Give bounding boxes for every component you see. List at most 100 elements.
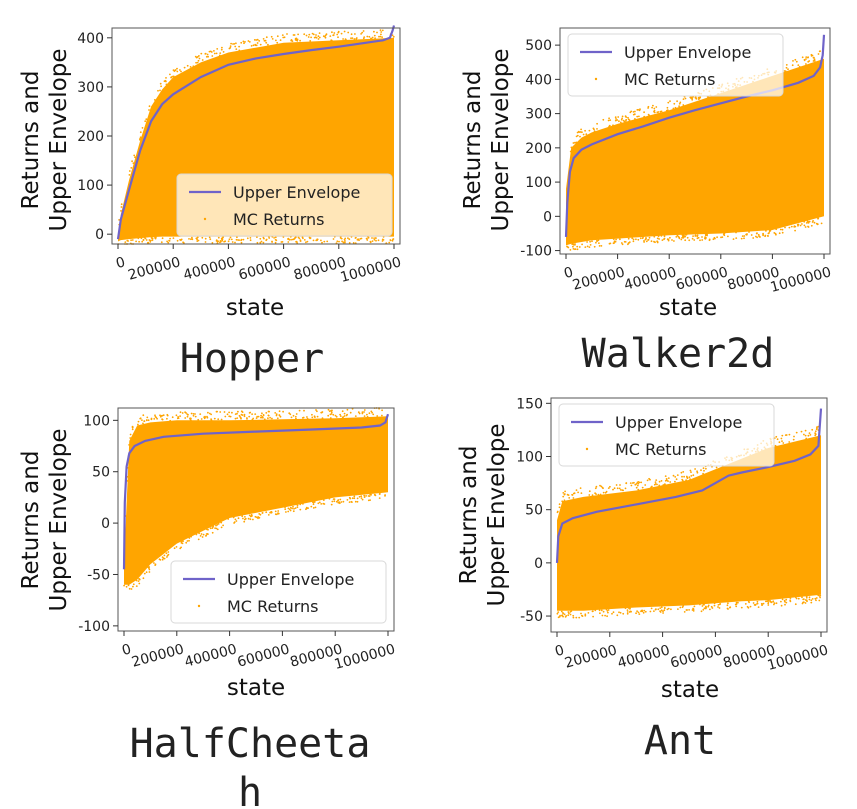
mc-return-point <box>183 66 186 69</box>
mc-return-point <box>789 597 792 599</box>
mc-return-point <box>228 238 231 241</box>
mc-return-point <box>658 238 660 240</box>
mc-return-point <box>663 607 666 610</box>
mc-return-point <box>381 409 383 412</box>
mc-return-point <box>803 224 806 227</box>
mc-return-point <box>663 238 665 241</box>
mc-return-point <box>287 507 290 510</box>
mc-return-point <box>226 413 229 416</box>
mc-return-point <box>298 409 301 412</box>
mc-return-point <box>142 414 145 417</box>
mc-return-point <box>784 226 786 229</box>
mc-return-point <box>706 234 708 237</box>
mc-return-point <box>198 57 201 60</box>
mc-return-point <box>657 235 660 238</box>
mc-return-point <box>658 480 661 483</box>
mc-return-point <box>649 610 652 613</box>
mc-return-point <box>131 239 134 241</box>
mc-return-point <box>363 494 366 497</box>
mc-return-point <box>290 238 292 241</box>
y-axis-label-line: Upper Envelope <box>484 423 510 606</box>
mc-return-point <box>166 417 168 420</box>
mc-return-point <box>329 417 332 419</box>
mc-return-point <box>676 234 679 237</box>
mc-return-point <box>358 239 360 242</box>
mc-return-point <box>666 238 669 241</box>
mc-return-point <box>643 241 645 243</box>
mc-return-point <box>367 236 370 239</box>
mc-return-point <box>654 481 657 483</box>
mc-return-point <box>131 428 134 431</box>
mc-return-point <box>286 33 288 35</box>
mc-return-point <box>352 242 355 244</box>
y-axis-label-line: Returns and <box>18 71 44 210</box>
mc-return-point <box>341 240 343 243</box>
mc-return-point <box>381 414 383 417</box>
mc-return-point <box>701 605 704 607</box>
y-tick-label: 500 <box>525 38 552 54</box>
y-tick-label: 400 <box>525 72 552 88</box>
x-tick-label: 0 <box>553 642 566 660</box>
y-axis-label-line: Upper Envelope <box>46 48 72 231</box>
y-tick-label: 100 <box>525 175 552 191</box>
mc-return-point <box>235 520 238 522</box>
legend-box <box>558 403 775 467</box>
mc-return-point <box>298 237 301 240</box>
mc-return-point <box>159 414 161 417</box>
mc-return-point <box>371 36 374 39</box>
mc-return-point <box>344 240 346 242</box>
mc-return-point <box>349 411 352 414</box>
mc-return-point <box>727 602 729 605</box>
mc-return-point <box>132 162 135 165</box>
y-tick-label: 50 <box>525 503 543 519</box>
mc-return-point <box>163 557 166 560</box>
mc-return-point <box>783 70 786 72</box>
mc-return-point <box>776 438 779 441</box>
mc-return-point <box>124 241 127 244</box>
mc-return-point <box>345 414 348 417</box>
mc-return-point <box>795 431 798 434</box>
mc-return-point <box>671 239 673 241</box>
legend-returns-label: MC Returns <box>233 210 325 229</box>
mc-return-point <box>338 501 341 503</box>
mc-return-point <box>127 240 129 242</box>
mc-return-point <box>622 612 625 615</box>
mc-return-point <box>630 484 633 487</box>
mc-return-point <box>221 238 223 241</box>
mc-return-point <box>204 52 207 55</box>
mc-return-point <box>341 410 344 413</box>
mc-return-point <box>576 134 579 137</box>
mc-return-point <box>271 38 274 40</box>
mc-return-point <box>343 30 346 33</box>
mc-return-point <box>627 237 630 240</box>
mc-return-point <box>196 61 199 64</box>
y-tick-label: 100 <box>77 178 104 194</box>
mc-return-point <box>322 502 325 505</box>
mc-return-point <box>229 45 232 47</box>
mc-return-point <box>378 493 381 495</box>
mc-return-point <box>667 101 670 104</box>
mc-return-point <box>355 37 358 39</box>
mc-return-point <box>205 535 207 537</box>
mc-return-point <box>180 546 183 549</box>
mc-return-point <box>374 37 376 40</box>
mc-return-point <box>240 413 243 416</box>
mc-return-point <box>572 614 575 617</box>
mc-return-point <box>336 33 339 36</box>
legend-returns-swatch <box>197 604 201 608</box>
mc-return-point <box>276 35 279 38</box>
mc-return-point <box>125 585 128 588</box>
mc-return-point <box>330 411 333 414</box>
mc-return-point <box>150 418 153 421</box>
mc-return-point <box>171 416 174 419</box>
legend-envelope-label: Upper Envelope <box>624 43 751 62</box>
mc-return-point <box>717 606 719 608</box>
mc-return-point <box>348 238 351 241</box>
mc-return-point <box>808 60 811 62</box>
mc-return-point <box>663 609 666 612</box>
mc-return-point <box>240 238 243 241</box>
mc-return-point <box>638 115 640 118</box>
mc-return-point <box>192 65 195 68</box>
mc-return-point <box>315 34 317 36</box>
mc-return-point <box>685 479 687 482</box>
